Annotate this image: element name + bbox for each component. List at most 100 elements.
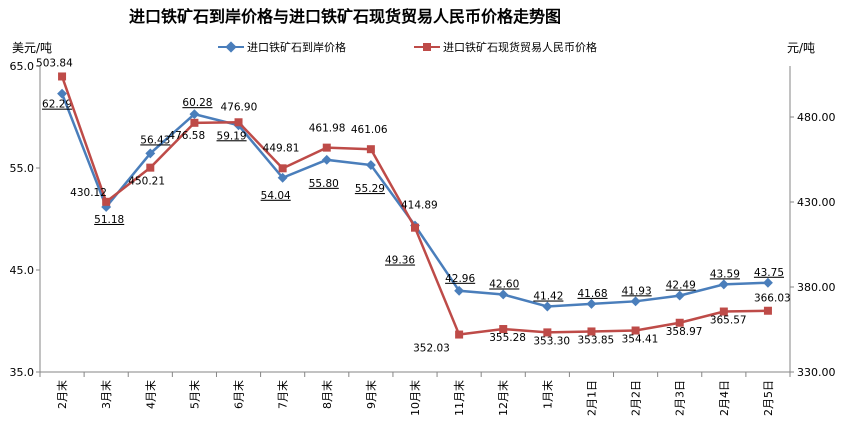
data-point-rmb bbox=[411, 223, 419, 232]
data-label-usd: 49.36 bbox=[385, 255, 415, 267]
data-label-rmb: 414.89 bbox=[401, 200, 438, 212]
left-axis-tick-label: 55.0 bbox=[10, 162, 35, 175]
data-point-rmb bbox=[719, 307, 728, 316]
data-label-usd: 43.75 bbox=[754, 267, 784, 279]
data-point-usd bbox=[718, 279, 729, 290]
data-label-usd: 41.42 bbox=[533, 291, 563, 303]
x-axis-tick-label: 5月末 bbox=[187, 380, 201, 409]
data-label-usd: 51.18 bbox=[94, 214, 124, 226]
x-axis-tick-label: 4月末 bbox=[143, 380, 157, 409]
data-label-rmb: 366.03 bbox=[754, 293, 791, 305]
x-axis-tick-label: 11月末 bbox=[452, 380, 466, 416]
x-axis-tick-label: 7月末 bbox=[276, 380, 290, 409]
chart-title: 进口铁矿石到岸价格与进口铁矿石现货贸易人民币价格走势图 bbox=[129, 7, 561, 26]
data-point-usd bbox=[586, 298, 597, 309]
data-label-rmb: 355.28 bbox=[489, 332, 526, 344]
data-point-usd bbox=[57, 88, 68, 99]
x-axis-tick-label: 2月5日 bbox=[762, 380, 775, 416]
right-axis-unit: 元/吨 bbox=[787, 41, 815, 55]
data-label-usd: 62.29 bbox=[42, 99, 72, 111]
x-axis-tick-label: 1月末 bbox=[540, 380, 554, 409]
data-label-usd: 56.43 bbox=[140, 134, 170, 146]
data-label-usd: 59.19 bbox=[217, 130, 247, 142]
data-label-rmb: 476.90 bbox=[221, 101, 258, 113]
data-label-rmb: 476.58 bbox=[168, 130, 205, 142]
x-axis-tick-label: 2月1日 bbox=[585, 380, 598, 416]
legend-marker-usd bbox=[225, 41, 237, 53]
data-label-rmb: 365.57 bbox=[710, 315, 747, 327]
data-label-usd: 43.59 bbox=[710, 268, 740, 280]
data-point-rmb bbox=[455, 330, 464, 339]
data-point-rmb bbox=[102, 197, 111, 206]
data-label-rmb: 503.84 bbox=[36, 57, 73, 69]
data-point-rmb bbox=[234, 118, 243, 127]
data-label-usd: 60.28 bbox=[182, 97, 212, 109]
data-label-rmb: 461.98 bbox=[309, 123, 346, 135]
data-label-usd: 42.60 bbox=[489, 278, 519, 290]
x-axis-tick-label: 2月2日 bbox=[630, 380, 643, 416]
data-label-rmb: 354.41 bbox=[622, 334, 659, 346]
data-point-usd bbox=[277, 172, 288, 183]
data-point-usd bbox=[145, 148, 156, 159]
x-axis-tick-label: 2月3日 bbox=[674, 380, 687, 416]
left-axis-tick-label: 35.0 bbox=[10, 366, 35, 379]
x-axis-tick-label: 6月末 bbox=[232, 380, 246, 409]
legend-label-rmb: 进口铁矿石现货贸易人民币价格 bbox=[443, 40, 597, 54]
left-axis-tick-label: 45.0 bbox=[10, 264, 35, 277]
data-label-usd: 41.68 bbox=[577, 288, 607, 300]
data-point-usd bbox=[189, 109, 200, 120]
x-axis-tick-label: 2月4日 bbox=[718, 380, 731, 416]
data-label-rmb: 461.06 bbox=[351, 124, 388, 136]
data-label-rmb: 358.97 bbox=[666, 326, 703, 338]
left-axis-unit: 美元/吨 bbox=[12, 41, 52, 55]
data-point-rmb bbox=[58, 72, 67, 81]
data-label-usd: 55.80 bbox=[309, 178, 339, 190]
legend: 进口铁矿石到岸价格 进口铁矿石现货贸易人民币价格 bbox=[218, 40, 597, 54]
x-axis-tick-label: 8月末 bbox=[320, 380, 334, 409]
data-point-usd bbox=[365, 160, 376, 170]
data-point-usd bbox=[542, 301, 553, 312]
data-label-rmb: 430.12 bbox=[70, 187, 107, 199]
right-axis-tick-label: 480.00 bbox=[797, 111, 836, 124]
data-label-usd: 54.04 bbox=[261, 190, 291, 202]
data-point-rmb bbox=[499, 325, 508, 334]
data-point-usd bbox=[674, 290, 685, 301]
data-point-usd bbox=[321, 154, 332, 165]
data-label-rmb: 353.85 bbox=[577, 334, 614, 346]
data-point-usd bbox=[762, 277, 773, 288]
data-point-rmb bbox=[763, 306, 772, 315]
right-axis-tick-label: 380.00 bbox=[797, 281, 836, 294]
right-axis-tick-label: 430.00 bbox=[797, 196, 836, 209]
data-point-rmb bbox=[190, 118, 199, 127]
data-label-rmb: 353.30 bbox=[533, 335, 570, 347]
data-label-usd: 42.49 bbox=[666, 280, 696, 292]
left-axis-tick-label: 65.0 bbox=[10, 60, 35, 73]
data-label-usd: 41.93 bbox=[622, 285, 652, 297]
plot-area: 62.29 51.18 56.43 60.28 59.19 54.04 55.80 55.29… bbox=[36, 57, 791, 354]
right-axis-tick-label: 330.00 bbox=[797, 366, 836, 379]
x-axis-tick-label: 3月末 bbox=[99, 380, 113, 409]
data-point-rmb bbox=[146, 163, 155, 172]
data-point-rmb bbox=[322, 143, 331, 152]
data-label-rmb: 450.21 bbox=[128, 176, 165, 188]
x-axis-tick-label: 12月末 bbox=[496, 380, 510, 416]
data-label-rmb: 449.81 bbox=[263, 142, 300, 154]
data-point-rmb bbox=[543, 328, 552, 337]
x-axis-tick-label: 10月末 bbox=[408, 380, 422, 416]
data-label-rmb: 352.03 bbox=[413, 343, 450, 355]
data-point-rmb bbox=[366, 145, 375, 154]
legend-label-usd: 进口铁矿石到岸价格 bbox=[247, 40, 346, 54]
data-label-usd: 42.96 bbox=[445, 273, 475, 285]
data-point-usd bbox=[630, 296, 641, 307]
data-point-usd bbox=[454, 285, 465, 296]
axes: 35.0 45.0 55.0 65.0 330.00 380.00 430.00 480.00… bbox=[10, 60, 836, 416]
data-point-rmb bbox=[631, 326, 640, 335]
data-point-usd bbox=[498, 289, 509, 300]
data-point-rmb bbox=[587, 327, 596, 336]
data-label-usd: 55.29 bbox=[355, 183, 385, 195]
data-point-rmb bbox=[675, 318, 684, 327]
x-axis-tick-label: 9月末 bbox=[364, 380, 378, 409]
x-axis-tick-label: 2月末 bbox=[55, 380, 69, 409]
